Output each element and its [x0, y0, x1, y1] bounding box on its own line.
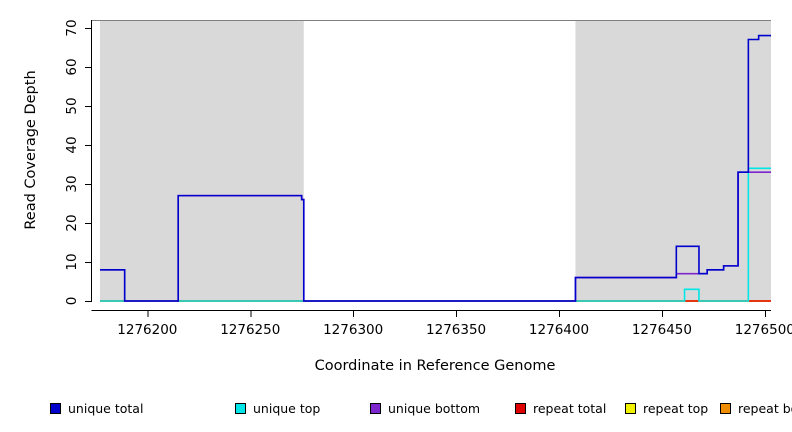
legend-label: unique bottom [388, 400, 481, 416]
x-tick-label: 1276300 [323, 322, 384, 338]
x-tick-label: 1276250 [220, 322, 281, 338]
legend-label: repeat top [643, 400, 709, 416]
y-tick-label: 50 [64, 97, 80, 115]
legend-swatch-icon [50, 402, 61, 414]
legend-item-repeat-top[interactable]: repeat top [625, 398, 708, 418]
legend-swatch-icon [720, 402, 731, 414]
legend-swatch-icon [515, 402, 526, 414]
legend-label: unique top [253, 400, 321, 416]
series-line-unique-top [100, 167, 771, 302]
y-tick-label: 10 [64, 253, 80, 271]
axis-lines [85, 20, 771, 317]
legend-item-repeat-bottom[interactable]: repeat bottom [720, 398, 792, 418]
y-tick-label: 60 [64, 58, 80, 76]
legend-swatch-icon [370, 402, 381, 414]
x-axis-title: Coordinate in Reference Genome [314, 358, 556, 374]
y-tick-label: 0 [64, 296, 80, 306]
y-tick-label: 30 [64, 175, 80, 193]
legend-item-unique-bottom[interactable]: unique bottom [370, 398, 480, 418]
x-tick-label: 1276400 [528, 322, 590, 338]
legend-swatch-icon [625, 402, 636, 414]
legend-swatch-icon [235, 402, 246, 414]
y-tick-label: 70 [64, 19, 80, 37]
x-tick-label: 1276450 [631, 322, 692, 338]
shaded-regions [100, 20, 771, 301]
x-tick-label: 1276500 [734, 322, 792, 338]
y-tick-label: 20 [64, 214, 80, 232]
chart-legend: unique total unique top unique bottom repea… [0, 398, 792, 420]
x-tick-label: 1276350 [426, 322, 487, 338]
series-line-unique-total [100, 34, 771, 302]
legend-item-unique-total[interactable]: unique total [50, 398, 143, 418]
legend-item-unique-top[interactable]: unique top [235, 398, 320, 418]
shaded-region [575, 20, 771, 301]
legend-label: repeat bottom [738, 400, 792, 416]
legend-item-repeat-total[interactable]: repeat total [515, 398, 606, 418]
data-series-layer [100, 34, 771, 302]
shaded-region [100, 20, 304, 301]
x-tick-label: 1276200 [117, 322, 178, 338]
y-axis-title: Read Coverage Depth [23, 70, 39, 230]
legend-label: repeat total [533, 400, 607, 416]
y-tick-label: 40 [64, 136, 80, 154]
legend-label: unique total [68, 400, 144, 416]
